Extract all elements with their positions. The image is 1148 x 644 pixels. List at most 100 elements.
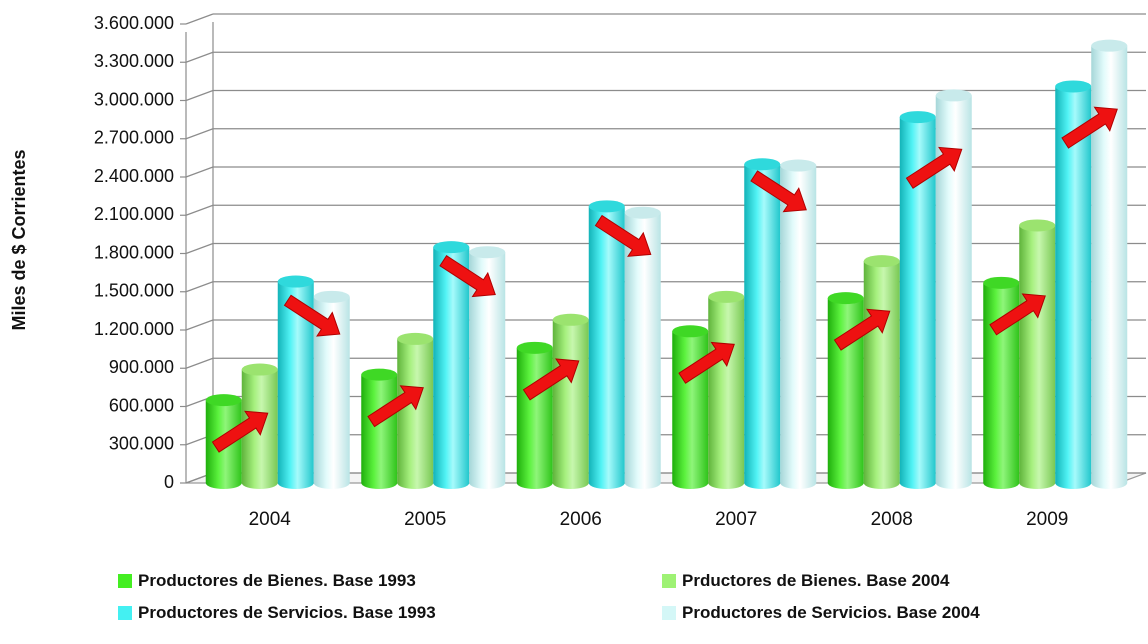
y-tick-labels: 0 300.000 600.000 900.000 1.200.000 1.500.000… [94,13,174,492]
bar-top [1091,39,1128,52]
trend-arrow [833,308,891,351]
trend-arrow [678,341,735,384]
bar-body [827,298,864,489]
bar-body [1091,45,1128,490]
arrow-shape [750,170,807,213]
arrow-shape [522,358,580,401]
trend-arrows [211,106,1118,453]
bar [983,276,1020,489]
trend-arrow [211,410,269,453]
bar-body [935,95,972,490]
bar-body [277,281,314,489]
gridline-side [185,319,214,331]
bar-body [624,212,661,489]
bar [1019,219,1056,489]
bar-top [1055,80,1092,93]
bar [588,200,625,489]
x-tick-labels: 2004 2005 2006 2007 2008 2009 [249,509,1069,530]
bar-top [827,292,864,305]
trend-arrow [1061,106,1118,149]
x-tick-label: 2004 [249,509,292,530]
gridline-side [185,128,214,140]
y-tick-label: 2.700.000 [94,128,174,148]
bar [780,159,817,489]
arrow-shape [367,385,424,428]
y-tick-label: 2.400.000 [94,166,174,186]
trend-arrow [439,255,496,298]
bar-body [983,282,1020,489]
arrow-shape [678,341,735,384]
bar [1055,80,1092,489]
bar-top [672,325,709,338]
trend-arrow [594,214,652,257]
gridline-side [185,204,214,216]
bar [744,158,781,489]
bar-body [313,296,350,489]
bar [552,313,589,489]
bar-top [708,290,745,303]
trend-arrow [905,146,963,189]
bar-body [469,252,506,489]
arrow-shape [211,410,269,453]
y-tick-label: 0 [164,472,174,492]
bar-body [433,247,470,489]
trend-arrow [522,358,580,401]
y-tick-label: 1.800.000 [94,242,174,262]
bar-body [361,374,398,489]
bars [205,39,1128,490]
bar-body [744,164,781,489]
bar [899,111,936,489]
x-tick-label: 2005 [404,509,446,530]
arrow-shape [905,146,963,189]
bar-body [516,347,553,489]
bar [277,275,314,489]
gridline-side [185,242,214,255]
bar-body [552,319,589,489]
bar [863,255,900,489]
trend-arrow [367,385,424,428]
bar-top [516,341,553,354]
arrow-shape [1061,106,1118,149]
bar [935,89,972,490]
y-tick-label: 3.300.000 [94,51,174,71]
bar-top [983,276,1020,289]
gridline-side [185,357,214,369]
bar-body [397,338,434,489]
arrow-shape [283,294,341,337]
bar-top [624,206,661,219]
y-tick-label: 3.600.000 [94,13,174,33]
bar-body [899,117,936,489]
gridline-side [185,166,214,178]
bar [1091,39,1128,490]
bar-body [588,206,625,489]
bar-top [899,111,936,124]
arrow-shape [989,293,1046,336]
bar-top [552,313,589,326]
bar-top [397,332,434,345]
bar-top [469,246,506,259]
gridline-side [185,13,214,25]
bar-top [241,363,278,376]
bar-top [433,241,470,254]
bar [516,341,553,489]
gridline-side [185,281,214,293]
bar-top [780,159,817,172]
bar-body [708,296,745,489]
bar-top [313,290,350,303]
y-tick-label: 1.200.000 [94,319,174,339]
bar [361,368,398,489]
bar-top [588,200,625,213]
bar [469,246,506,489]
x-tick-label: 2006 [560,509,602,530]
trend-arrow [989,293,1046,336]
bar-body [1019,225,1056,489]
y-tick-label: 600.000 [109,395,174,415]
trend-arrow [283,294,341,337]
bar [708,290,745,489]
bar-top [744,158,781,171]
arrow-shape [439,255,496,298]
bar-top [361,368,398,381]
x-tick-label: 2008 [871,509,913,530]
bar-top [1019,219,1056,232]
